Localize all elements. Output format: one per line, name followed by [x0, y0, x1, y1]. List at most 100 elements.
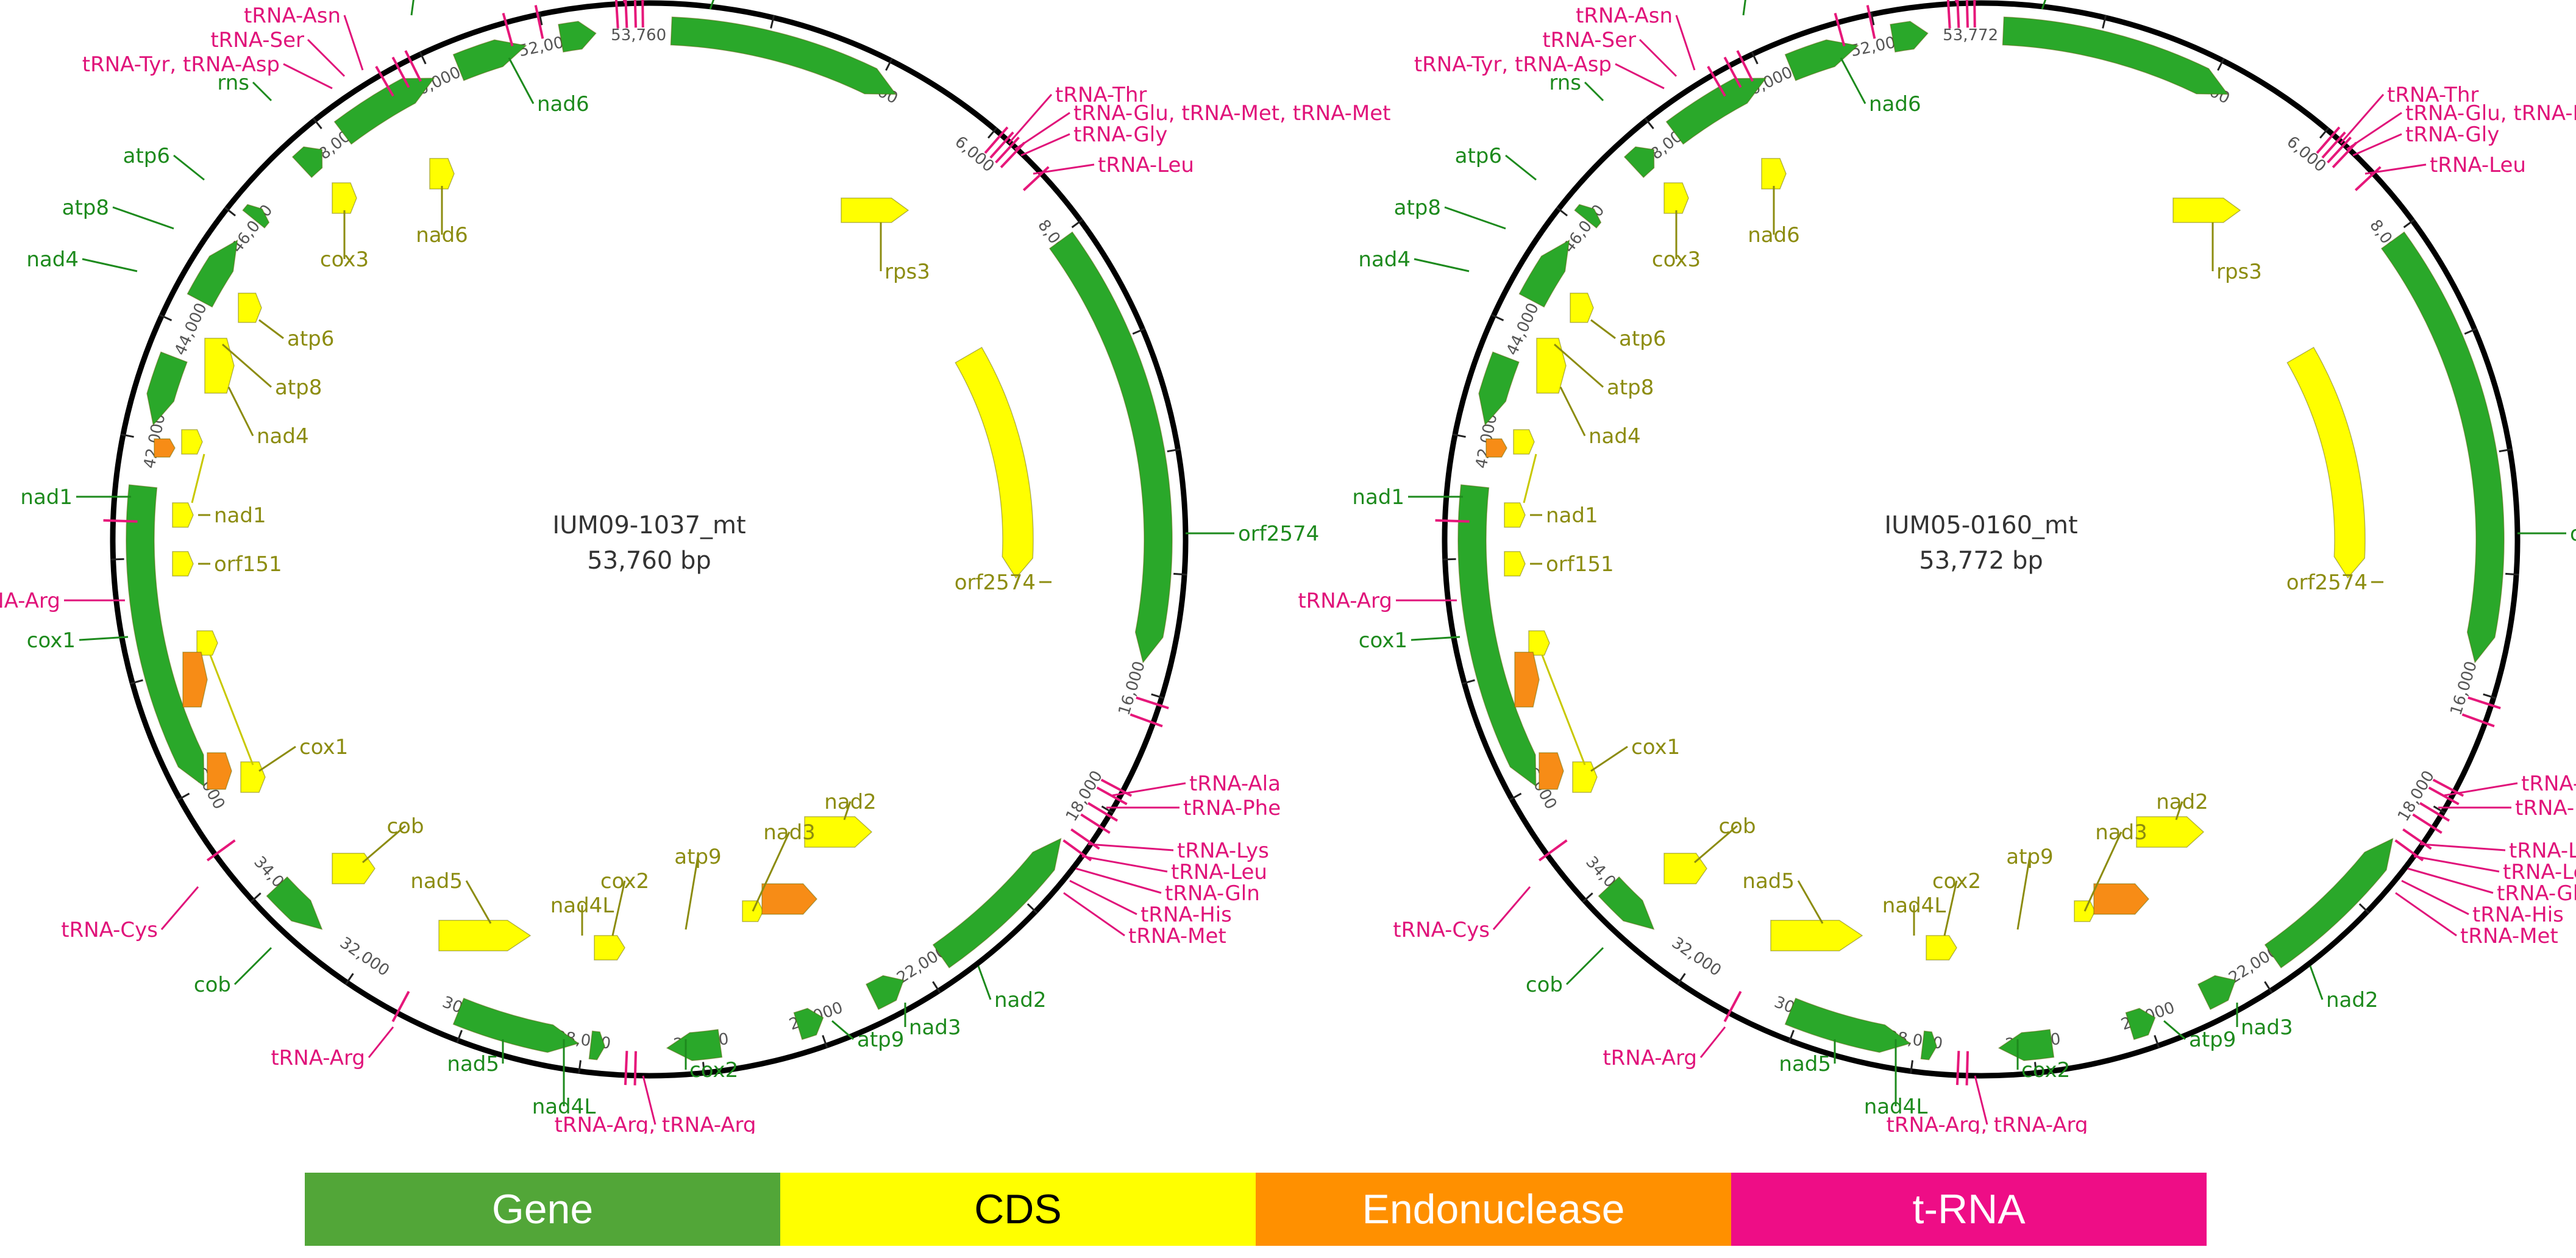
trna-lys-leader [2419, 843, 2506, 851]
cds-nad3-leader [2083, 831, 2122, 912]
gene-orf2574 [2380, 231, 2505, 664]
trna-leu-2-label: tRNA-Leu [2503, 860, 2576, 884]
cds-nad4l-label: nad4L [1882, 894, 1946, 918]
tick-label: 6,000 [951, 133, 997, 176]
trna-asn-leader [343, 15, 364, 71]
trna-mark [1538, 839, 1568, 862]
trna-cys-leader [160, 886, 199, 930]
trna-ala-leader [2444, 782, 2518, 797]
trna-ser-label: tRNA-Ser [210, 28, 304, 52]
cds-orf151-label: orf151 [214, 552, 282, 577]
endonuclease-2 [1514, 652, 1540, 708]
trna-mark [995, 137, 1020, 164]
endonuclease-4 [761, 883, 818, 915]
tick-mark [2034, 1062, 2038, 1076]
tick-label: 32,000 [1668, 934, 1724, 980]
cds-intron-line [209, 655, 254, 766]
cds-cox1a [196, 630, 218, 656]
tick-mark [770, 15, 775, 29]
cds-nad1a [1513, 429, 1535, 455]
trna-mark [989, 131, 1014, 159]
tick-mark [312, 117, 322, 129]
gene-atp8-leader [1444, 206, 1506, 230]
trna-arg-arg-label: tRNA-Arg, tRNA-Arg [1887, 1113, 2088, 1134]
legend-trna: t-RNA [1731, 1173, 2207, 1246]
cds-nad4-leader [1559, 386, 1586, 436]
cds-cob-label: cob [386, 814, 424, 839]
trna-cys-label: tRNA-Cys [1393, 918, 1490, 942]
gene-nad1-label: nad1 [1352, 485, 1404, 510]
trna-leu-2-leader [2413, 855, 2500, 873]
trna-mark [1435, 519, 1470, 523]
gene-rns [333, 77, 435, 145]
cds-cox1b [1572, 761, 1598, 793]
legend-gene-label: Gene [491, 1186, 594, 1232]
tick-mark [538, 12, 543, 26]
gene-cob-leader [1565, 947, 1604, 986]
endonuclease-1 [1485, 438, 1507, 458]
trna-mark [2332, 141, 2358, 169]
gene-orf2574-label: orf2574 [1238, 522, 1319, 546]
tick-mark [344, 973, 354, 986]
legend-gene: Gene [305, 1173, 780, 1246]
trna-mark [1136, 696, 1169, 709]
gene-nad6-label: nad6 [537, 92, 589, 116]
trna-lys-label: tRNA-Lys [1177, 839, 1269, 863]
trna-mark [1723, 56, 1742, 88]
tick-mark [702, 1062, 706, 1076]
cds-cox3 [1663, 182, 1689, 214]
cds-cox1a [1528, 630, 1550, 656]
trna-mark [624, 0, 628, 28]
trna-gln-leader [2407, 867, 2494, 894]
trna-mark [1087, 801, 1119, 822]
cds-nad6-label: nad6 [1748, 223, 1800, 247]
cds-cox1-leader [1590, 745, 1628, 772]
tick-label-end: 53,760 [611, 26, 666, 44]
gene-nad1 [1478, 351, 1520, 426]
trna-mark [984, 126, 1009, 154]
tick-mark [1751, 51, 1759, 65]
trna-arg-arg-label: tRNA-Arg, tRNA-Arg [555, 1113, 756, 1134]
cds-orf2574 [2286, 346, 2366, 579]
gene-rns [1665, 77, 1767, 145]
genome-map-1: 2,0004,0006,0008,00010,00012,00014,00016… [0, 0, 1391, 1134]
gene-nad4 [187, 239, 238, 308]
tick-mark [1644, 117, 1654, 129]
tick-mark [419, 51, 427, 65]
gene-nad4l [588, 1030, 606, 1061]
cds-cob-leader [1694, 825, 1738, 864]
tick-mark [822, 1035, 828, 1048]
tick-mark [1442, 558, 1456, 561]
trna-mark [2327, 137, 2352, 164]
trna-glu-met-met-leader [1014, 112, 1070, 151]
genome-map-2: 2,0004,0006,0008,00010,00012,00014,00016… [1298, 0, 2576, 1134]
tick-mark [1910, 1060, 1913, 1074]
map-title: IUM05-0160_mt [1884, 511, 2077, 539]
trna-gln-leader [1075, 867, 1162, 894]
trna-glu-met-met-leader [2346, 112, 2402, 151]
tick-mark [2464, 327, 2478, 335]
gene-cob [1598, 876, 1655, 930]
gene-cox1-label: cox1 [1359, 628, 1407, 653]
trna-mark [391, 990, 410, 1023]
gene-nad4l [1920, 1030, 1938, 1061]
tick-mark [1132, 327, 1146, 335]
gene-nad4-label: nad4 [1358, 247, 1411, 272]
tick-mark [456, 1029, 463, 1043]
cds-atp9-label: atp9 [674, 845, 721, 869]
cds-cox3-label: cox3 [320, 247, 369, 272]
trna-glu-met-met-label: tRNA-Glu, tRNA-Met, tRNA-Met [1073, 101, 1391, 126]
cds-nad1b [172, 502, 194, 528]
tick-mark [110, 558, 124, 561]
gene-cox3-leader [410, 0, 415, 16]
gene-nad2-leader [2309, 965, 2324, 1000]
gene-nad4l-label: nad4L [532, 1095, 596, 1119]
gene-rns-leader [1584, 81, 1604, 102]
gene-nad6 [558, 21, 597, 53]
trna-mark [2419, 801, 2450, 822]
trna-mark [2354, 166, 2382, 191]
cds-cox1-label: cox1 [299, 735, 348, 759]
gene-orf2574 [1048, 231, 1173, 664]
cds-atp6-leader [258, 319, 284, 339]
trna-mark [1965, 0, 1969, 28]
